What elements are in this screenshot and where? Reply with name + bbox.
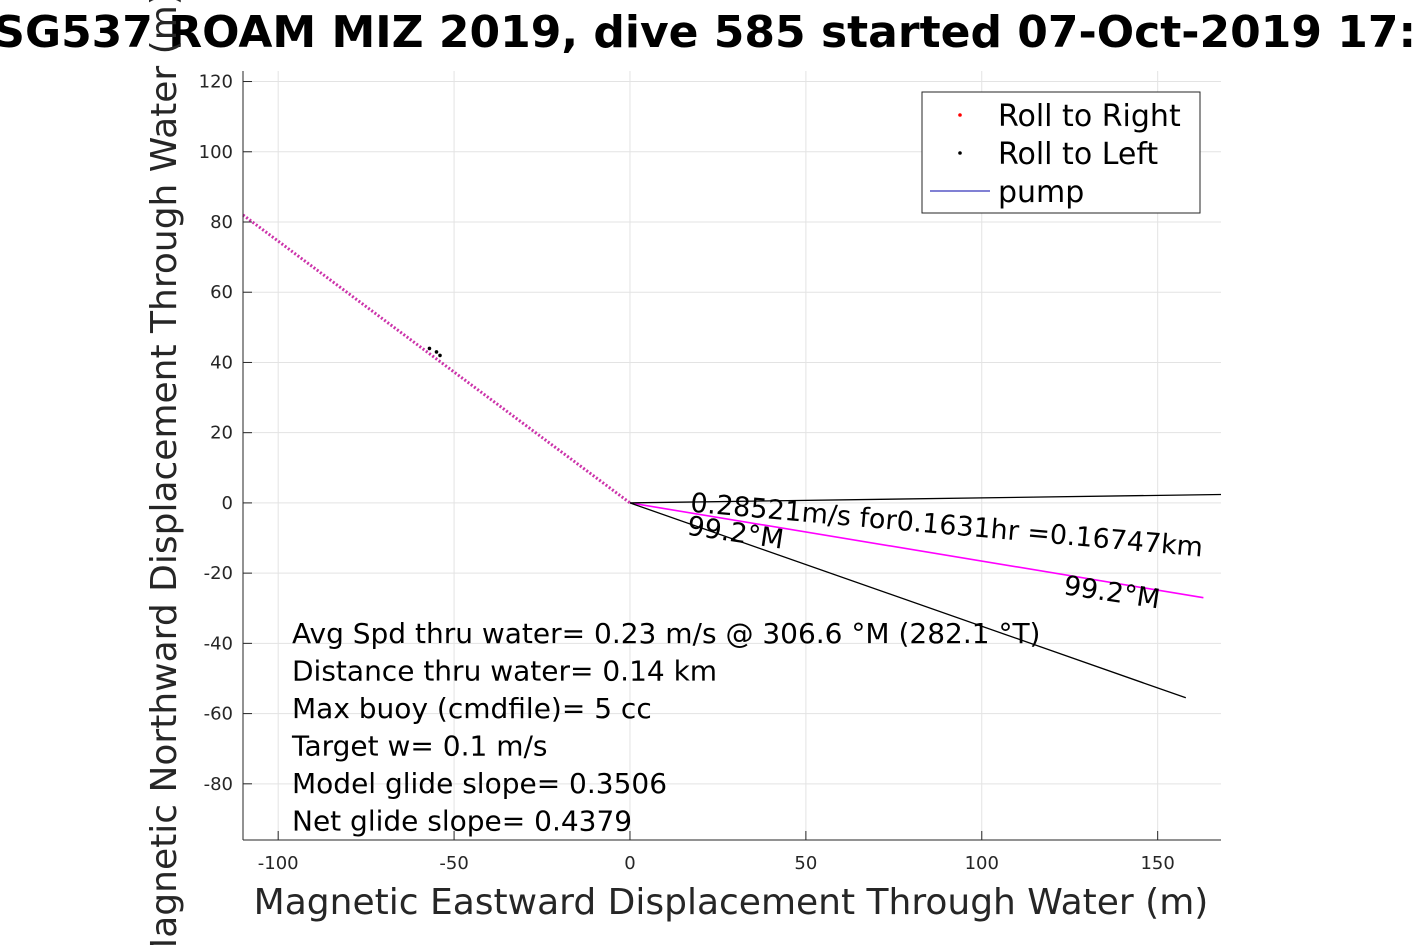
y-tick-label: 120 (199, 72, 233, 93)
y-tick-label: 100 (199, 142, 233, 163)
y-tick-label: 80 (210, 212, 233, 233)
series-heading-line-2 (629, 502, 1187, 699)
series-layer (242, 213, 1222, 699)
y-tick-label: -80 (204, 774, 233, 795)
legend-marker (958, 151, 962, 155)
x-tick-label: -100 (258, 853, 299, 874)
annotations: 0.28521m/s for0.1631hr =0.16747km99.2°M9… (685, 488, 1204, 616)
axes: -100 -50 0 50 100 150 -80 -60 -40 -20 0 20 40 60 80 100… (199, 71, 1221, 874)
y-tick-label: 40 (210, 352, 233, 373)
y-tick-label: 0 (222, 493, 233, 514)
stat-line: Max buoy (cmdfile)= 5 cc (292, 692, 652, 725)
legend-entry: pump (998, 175, 1084, 210)
series-current-vector (629, 502, 1204, 599)
point-roll-to-left (438, 353, 442, 358)
point-roll-to-left (434, 350, 439, 354)
chart-title: SG537 ROAM MIZ 2019, dive 585 started 07… (0, 7, 1417, 58)
stat-line: Target w= 0.1 m/s (291, 730, 548, 763)
legend-entry: Roll to Left (998, 137, 1158, 172)
x-tick-label: -50 (439, 853, 468, 874)
x-tick-label: 100 (965, 853, 999, 874)
y-tick-label: -60 (204, 704, 233, 725)
x-axis-label: Magnetic Eastward Displacement Through W… (254, 882, 1209, 923)
stat-line: Avg Spd thru water= 0.23 m/s @ 306.6 °M … (292, 617, 1040, 650)
legend-entry: Roll to Right (998, 99, 1181, 134)
y-tick-label: 60 (210, 282, 233, 303)
stat-line: Net glide slope= 0.4379 (292, 805, 632, 838)
legend-box (921, 91, 1201, 214)
x-tick-label: 0 (624, 853, 635, 874)
x-tick-label: 50 (794, 853, 817, 874)
stat-line: Model glide slope= 0.3506 (292, 767, 667, 800)
y-tick-label: 20 (210, 423, 233, 444)
stats-block: Avg Spd thru water= 0.23 m/s @ 306.6 °M … (291, 617, 1040, 838)
stat-line: Distance thru water= 0.14 km (292, 655, 717, 688)
series-heading-line-1 (629, 493, 1222, 504)
series-track (242, 213, 631, 505)
legend-marker (958, 113, 962, 117)
x-tick-label: 150 (1140, 853, 1174, 874)
y-axis-label: Magnetic Northward Displacement Through … (144, 0, 185, 945)
y-tick-label: -40 (204, 633, 233, 654)
y-tick-label: -20 (204, 563, 233, 584)
annotation-label: 99.2°M (1062, 570, 1162, 615)
point-roll-to-left (427, 346, 432, 351)
